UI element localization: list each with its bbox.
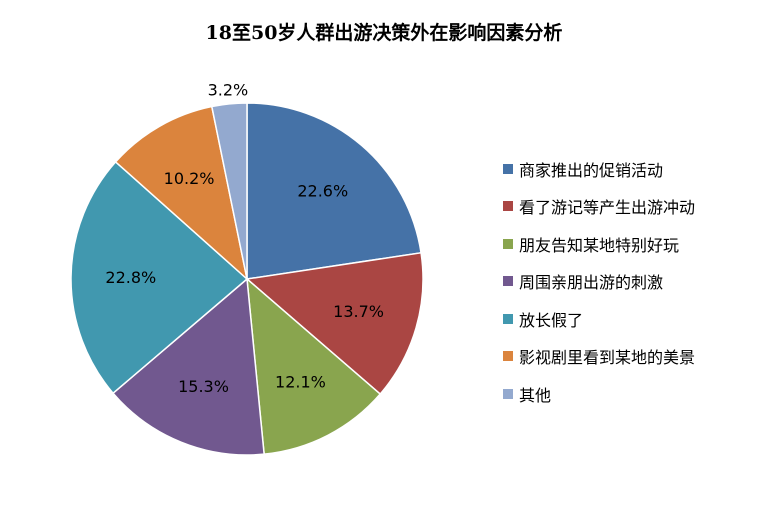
pie-slice-2 (245, 251, 424, 396)
legend: 商家推出的促销活动看了游记等产生出游冲动 朋友告知某地特别好玩 周围亲朋出游的刺激放… (503, 150, 695, 413)
pie-slice-6 (114, 105, 249, 282)
legend-label-7: 其他 (519, 385, 552, 405)
legend-swatch-1 (503, 163, 513, 174)
data-label-5: 22.8% (105, 268, 156, 287)
legend-label-2: 看了游记等产生出游冲动 (519, 198, 696, 218)
pie-slice-5 (70, 160, 249, 395)
legend-item-1: 商家推出的促销活动 (503, 150, 695, 188)
legend-label-5: 放长假了 (519, 310, 584, 330)
legend-swatch-4 (503, 276, 513, 287)
legend-item-2: 看了游记等产生出游冲动 (503, 188, 695, 226)
legend-swatch-6 (503, 351, 513, 362)
data-label-7: 3.2% (208, 80, 249, 99)
pie-slice-7 (210, 102, 248, 280)
data-label-3: 12.1% (275, 373, 326, 392)
legend-label-4: 周围亲朋出游的刺激 (519, 273, 664, 293)
legend-swatch-3 (503, 238, 513, 249)
data-label-4: 15.3% (178, 377, 229, 396)
legend-item-4: 周围亲朋出游的刺激 (503, 263, 695, 301)
data-label-2: 13.7% (333, 302, 384, 321)
pie-slices (70, 102, 424, 456)
pie-slice-1 (246, 102, 422, 280)
legend-swatch-5 (503, 313, 513, 324)
pie-data-labels: 22.6% 13.7% 12.1% 15.3% 22.8% 10.2% 3.2% (105, 80, 384, 396)
legend-label-3: 朋友告知某地特别好玩 (519, 235, 680, 255)
chart-title: 18至50岁人群出游决策外在影响因素分析 (205, 22, 563, 44)
legend-swatch-2 (503, 201, 513, 212)
legend-swatch-7 (503, 388, 513, 399)
legend-label-6: 影视剧里看到某地的美景 (519, 348, 696, 368)
pie-slice-4 (112, 277, 265, 456)
data-label-6: 10.2% (164, 169, 215, 188)
legend-item-3: 朋友告知某地特别好玩 (503, 225, 695, 263)
legend-item-7: 其他 (503, 375, 695, 413)
legend-item-6: 影视剧里看到某地的美景 (503, 338, 695, 376)
pie-slice-3 (246, 277, 382, 455)
data-label-1: 22.6% (297, 181, 348, 200)
legend-label-1: 商家推出的促销活动 (519, 160, 664, 180)
legend-item-5: 放长假了 (503, 300, 695, 338)
